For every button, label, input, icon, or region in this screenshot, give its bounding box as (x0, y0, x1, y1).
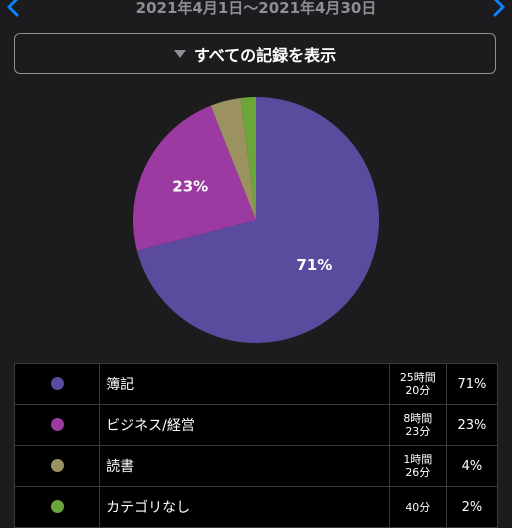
pie-slice-1 (133, 105, 256, 251)
category-time: 40分 (388, 486, 447, 528)
category-percent: 71% (445, 363, 499, 405)
pie-slice-label-1: 23% (172, 177, 208, 195)
table-row[interactable]: 簿記 25時間 20分 71% (13, 363, 499, 405)
category-summary-table: 簿記 25時間 20分 71% ビジネス/経営 8時間 23分 23% 読書 1時間 26分 4% カテ… (13, 363, 499, 528)
pie-slice-0 (136, 97, 379, 343)
color-cell (13, 486, 101, 528)
category-time: 8時間 23分 (388, 404, 447, 446)
pie-slice-3 (240, 97, 256, 220)
category-time: 1時間 26分 (388, 445, 447, 487)
time-hours: 25時間 (399, 371, 436, 384)
date-range-bar: 2021年4月1日～2021年4月30日 (0, 0, 512, 22)
category-color-dot (50, 376, 64, 390)
pie-slice-2 (210, 97, 256, 220)
category-time: 25時間 20分 (388, 363, 447, 405)
category-name: カテゴリなし (99, 486, 390, 528)
table-row[interactable]: ビジネス/経営 8時間 23分 23% (13, 404, 499, 446)
color-cell (13, 445, 101, 487)
time-minutes: 20分 (405, 384, 431, 397)
pie-chart: 71% 23% (132, 96, 380, 344)
time-minutes: 26分 (405, 466, 431, 479)
time-hours: 40分 (405, 500, 431, 514)
pie-chart-svg: 71% 23% (133, 97, 379, 343)
date-range-label: 2021年4月1日～2021年4月30日 (135, 0, 377, 17)
pie-slice-label-0: 71% (296, 256, 332, 274)
show-all-records-button[interactable]: すべての記録を表示 (14, 33, 496, 74)
category-color-dot (50, 499, 64, 513)
triangle-down-icon (173, 49, 186, 58)
table-row[interactable]: カテゴリなし 40分 2% (13, 486, 499, 528)
chevron-left-icon[interactable] (4, 0, 24, 20)
category-name: ビジネス/経営 (99, 404, 390, 446)
chevron-right-icon[interactable] (488, 0, 508, 20)
color-cell (13, 404, 101, 446)
table-row[interactable]: 読書 1時間 26分 4% (13, 445, 499, 487)
filter-label: すべての記録を表示 (193, 45, 337, 65)
category-percent: 2% (445, 486, 499, 528)
time-minutes: 23分 (405, 425, 431, 438)
category-color-dot (50, 458, 64, 472)
category-percent: 23% (445, 404, 499, 446)
category-name: 簿記 (99, 363, 390, 405)
category-color-dot (50, 417, 64, 431)
category-name: 読書 (99, 445, 390, 487)
category-percent: 4% (445, 445, 499, 487)
color-cell (13, 363, 101, 405)
time-hours: 1時間 (403, 453, 433, 466)
time-hours: 8時間 (403, 412, 433, 425)
